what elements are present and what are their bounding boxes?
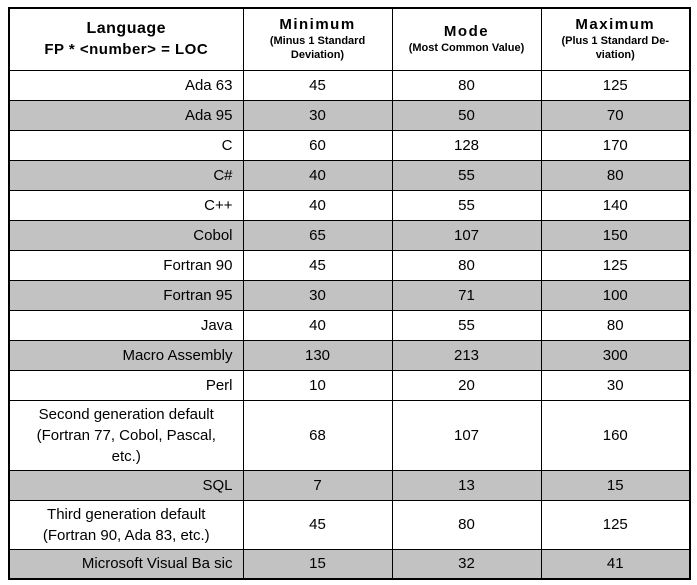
minimum-cell: 45 bbox=[242, 69, 393, 101]
header-minimum-title: Minimum bbox=[279, 16, 356, 33]
language-cell: Perl bbox=[8, 369, 244, 401]
maximum-cell: 80 bbox=[540, 159, 691, 191]
minimum-cell: 60 bbox=[242, 129, 393, 161]
language-cell: Java bbox=[8, 309, 244, 341]
maximum-cell: 41 bbox=[540, 548, 691, 580]
mode-cell: 213 bbox=[391, 339, 542, 371]
minimum-cell: 15 bbox=[242, 548, 393, 580]
mode-cell: 80 bbox=[391, 499, 542, 550]
minimum-cell: 40 bbox=[242, 189, 393, 221]
maximum-cell: 140 bbox=[540, 189, 691, 221]
header-minimum: Minimum (Minus 1 Standard Deviation) bbox=[242, 7, 393, 71]
minimum-cell: 45 bbox=[242, 499, 393, 550]
mode-cell: 50 bbox=[391, 99, 542, 131]
table-row: Third generation default (Fortran 90, Ad… bbox=[8, 499, 691, 550]
header-mode-title: Mode bbox=[443, 22, 490, 40]
language-cell: Third generation default (Fortran 90, Ad… bbox=[8, 499, 244, 550]
mode-cell: 107 bbox=[391, 219, 542, 251]
table-row: Perl 10 20 30 bbox=[8, 369, 691, 401]
table-row: SQL 7 13 15 bbox=[8, 469, 691, 501]
minimum-cell: 30 bbox=[242, 279, 393, 311]
table-row: Second generation default (Fortran 77, C… bbox=[8, 399, 691, 471]
header-maximum-subtitle: (Plus 1 Standard De- viation) bbox=[561, 35, 670, 61]
header-language-subtitle: FP * <number> = LOC bbox=[44, 41, 209, 59]
header-maximum-title: Maximum bbox=[575, 16, 656, 33]
language-cell: Fortran 95 bbox=[8, 279, 244, 311]
table-body: Ada 63 45 80 125 Ada 95 30 50 70 C 60 12… bbox=[8, 69, 691, 580]
table-row: C++ 40 55 140 bbox=[8, 189, 691, 221]
mode-cell: 20 bbox=[391, 369, 542, 401]
mode-cell: 128 bbox=[391, 129, 542, 161]
maximum-cell: 160 bbox=[540, 399, 691, 471]
maximum-cell: 80 bbox=[540, 309, 691, 341]
language-cell: Microsoft Visual Ba sic bbox=[8, 548, 244, 580]
minimum-cell: 65 bbox=[242, 219, 393, 251]
minimum-cell: 40 bbox=[242, 159, 393, 191]
header-maximum: Maximum (Plus 1 Standard De- viation) bbox=[540, 7, 691, 71]
mode-cell: 55 bbox=[391, 189, 542, 221]
table-row: Fortran 95 30 71 100 bbox=[8, 279, 691, 311]
maximum-cell: 150 bbox=[540, 219, 691, 251]
language-cell: C# bbox=[8, 159, 244, 191]
mode-cell: 32 bbox=[391, 548, 542, 580]
maximum-cell: 30 bbox=[540, 369, 691, 401]
table-row: Cobol 65 107 150 bbox=[8, 219, 691, 251]
minimum-cell: 40 bbox=[242, 309, 393, 341]
language-cell: Ada 95 bbox=[8, 99, 244, 131]
table-row: Java 40 55 80 bbox=[8, 309, 691, 341]
minimum-cell: 45 bbox=[242, 249, 393, 281]
language-cell: Fortran 90 bbox=[8, 249, 244, 281]
maximum-cell: 100 bbox=[540, 279, 691, 311]
minimum-cell: 130 bbox=[242, 339, 393, 371]
language-cell: C bbox=[8, 129, 244, 161]
maximum-cell: 15 bbox=[540, 469, 691, 501]
minimum-cell: 10 bbox=[242, 369, 393, 401]
maximum-cell: 125 bbox=[540, 69, 691, 101]
mode-cell: 55 bbox=[391, 309, 542, 341]
mode-cell: 71 bbox=[391, 279, 542, 311]
language-cell: Ada 63 bbox=[8, 69, 244, 101]
fp-loc-table: Language FP * <number> = LOC Minimum (Mi… bbox=[8, 7, 691, 580]
language-cell: C++ bbox=[8, 189, 244, 221]
minimum-cell: 68 bbox=[242, 399, 393, 471]
language-cell: Second generation default (Fortran 77, C… bbox=[8, 399, 244, 471]
maximum-cell: 125 bbox=[540, 249, 691, 281]
mode-cell: 13 bbox=[391, 469, 542, 501]
language-cell: SQL bbox=[8, 469, 244, 501]
table-row: C# 40 55 80 bbox=[8, 159, 691, 191]
maximum-cell: 70 bbox=[540, 99, 691, 131]
table-row: C 60 128 170 bbox=[8, 129, 691, 161]
minimum-cell: 30 bbox=[242, 99, 393, 131]
header-language-title: Language bbox=[86, 20, 167, 38]
header-language: Language FP * <number> = LOC bbox=[8, 7, 244, 71]
header-mode-subtitle: (Most Common Value) bbox=[408, 41, 525, 54]
header-row: Language FP * <number> = LOC Minimum (Mi… bbox=[8, 7, 691, 71]
table-header: Language FP * <number> = LOC Minimum (Mi… bbox=[8, 7, 691, 71]
mode-cell: 80 bbox=[391, 249, 542, 281]
mode-cell: 55 bbox=[391, 159, 542, 191]
mode-cell: 107 bbox=[391, 399, 542, 471]
header-mode: Mode (Most Common Value) bbox=[391, 7, 542, 71]
language-cell: Macro Assembly bbox=[8, 339, 244, 371]
header-minimum-subtitle: (Minus 1 Standard Deviation) bbox=[269, 35, 366, 61]
minimum-cell: 7 bbox=[242, 469, 393, 501]
table-row: Macro Assembly 130 213 300 bbox=[8, 339, 691, 371]
mode-cell: 80 bbox=[391, 69, 542, 101]
maximum-cell: 125 bbox=[540, 499, 691, 550]
table-row: Microsoft Visual Ba sic 15 32 41 bbox=[8, 548, 691, 580]
language-cell: Cobol bbox=[8, 219, 244, 251]
table-row: Ada 63 45 80 125 bbox=[8, 69, 691, 101]
table-row: Ada 95 30 50 70 bbox=[8, 99, 691, 131]
maximum-cell: 170 bbox=[540, 129, 691, 161]
maximum-cell: 300 bbox=[540, 339, 691, 371]
table-row: Fortran 90 45 80 125 bbox=[8, 249, 691, 281]
